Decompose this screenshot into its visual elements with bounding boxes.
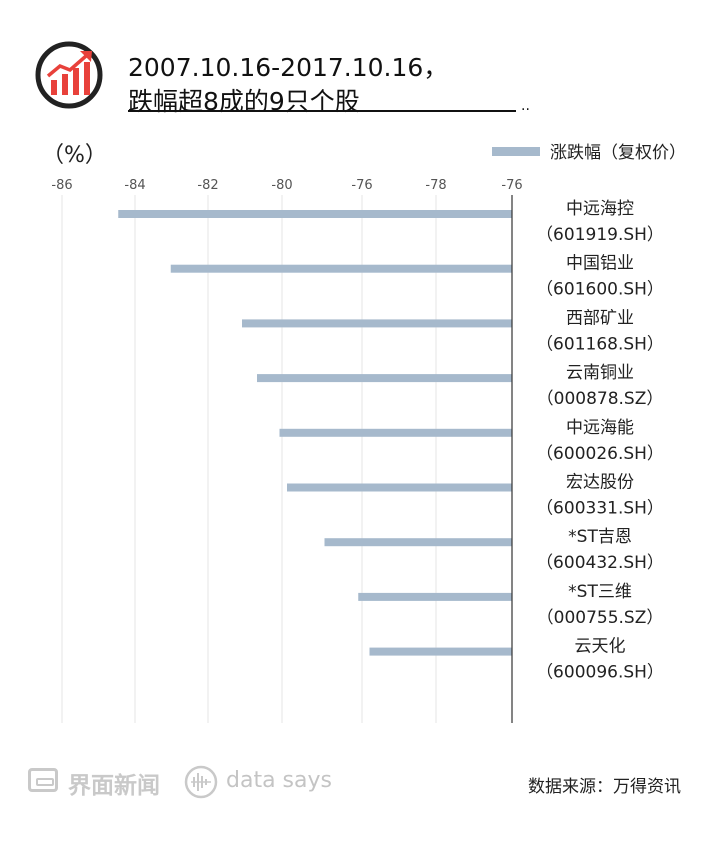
legend-label: 涨跌幅（复权价）	[550, 143, 686, 163]
category-code: （600331.SH）	[536, 499, 664, 519]
bar	[279, 428, 512, 437]
brand-name: 界面新闻	[68, 773, 160, 799]
unit-label: （%）	[42, 143, 107, 168]
category-name: 宏达股份	[566, 473, 634, 493]
data-source: 数据来源：万得资讯	[528, 777, 681, 797]
bar-chart: （%） 涨跌幅（复权价） -86 -84 -82 -80 -76 -78 -76 中远海控 （…	[42, 143, 686, 723]
category-name: 云天化	[575, 637, 626, 657]
x-tick-label: -76	[501, 178, 522, 193]
jiemian-logo-icon	[28, 768, 58, 792]
bar	[287, 483, 512, 492]
legend-swatch	[492, 147, 540, 156]
bar	[358, 592, 512, 601]
category-code: （601600.SH）	[536, 280, 664, 300]
data-says-icon	[184, 765, 218, 799]
category-code: （600026.SH）	[536, 444, 664, 464]
title-suffix: ..	[521, 98, 530, 114]
title-underline	[128, 110, 516, 112]
category-code: （601919.SH）	[536, 225, 664, 245]
footer-brand: 界面新闻 data says	[28, 762, 348, 802]
bar	[242, 319, 512, 328]
category-code: （600432.SH）	[536, 553, 664, 573]
x-tick-label: -78	[425, 178, 446, 193]
x-tick-label: -82	[197, 178, 218, 193]
category-code: （601168.SH）	[536, 334, 664, 354]
category-name: 中远海能	[566, 418, 634, 438]
category-name: 西部矿业	[566, 308, 634, 328]
x-tick-label: -86	[51, 178, 72, 193]
category-code: （000878.SZ）	[537, 389, 664, 409]
category-name: 中远海控	[566, 199, 634, 219]
category-name: *ST三维	[568, 582, 632, 602]
header: 2007.10.16-2017.10.16， 跌幅超8成的9只个股 ..	[34, 40, 694, 120]
x-tick-label: -76	[351, 178, 372, 193]
tagline: data says	[226, 768, 332, 793]
chart-title-line1: 2007.10.16-2017.10.16，	[128, 53, 449, 82]
category-code: （600096.SH）	[536, 663, 664, 683]
category-name: 中国铝业	[566, 254, 634, 274]
bar	[257, 374, 512, 383]
bar	[369, 647, 512, 656]
x-tick-label: -80	[271, 178, 292, 193]
category-name: *ST吉恩	[568, 527, 632, 547]
category-code: （000755.SZ）	[537, 608, 664, 628]
bar	[170, 264, 512, 273]
x-tick-label: -84	[124, 178, 145, 193]
category-name: 云南铜业	[566, 363, 634, 383]
chart-title-line2: 跌幅超8成的9只个股	[128, 87, 360, 116]
bar	[118, 210, 512, 218]
growth-chart-icon	[35, 41, 103, 109]
bar	[324, 538, 512, 547]
